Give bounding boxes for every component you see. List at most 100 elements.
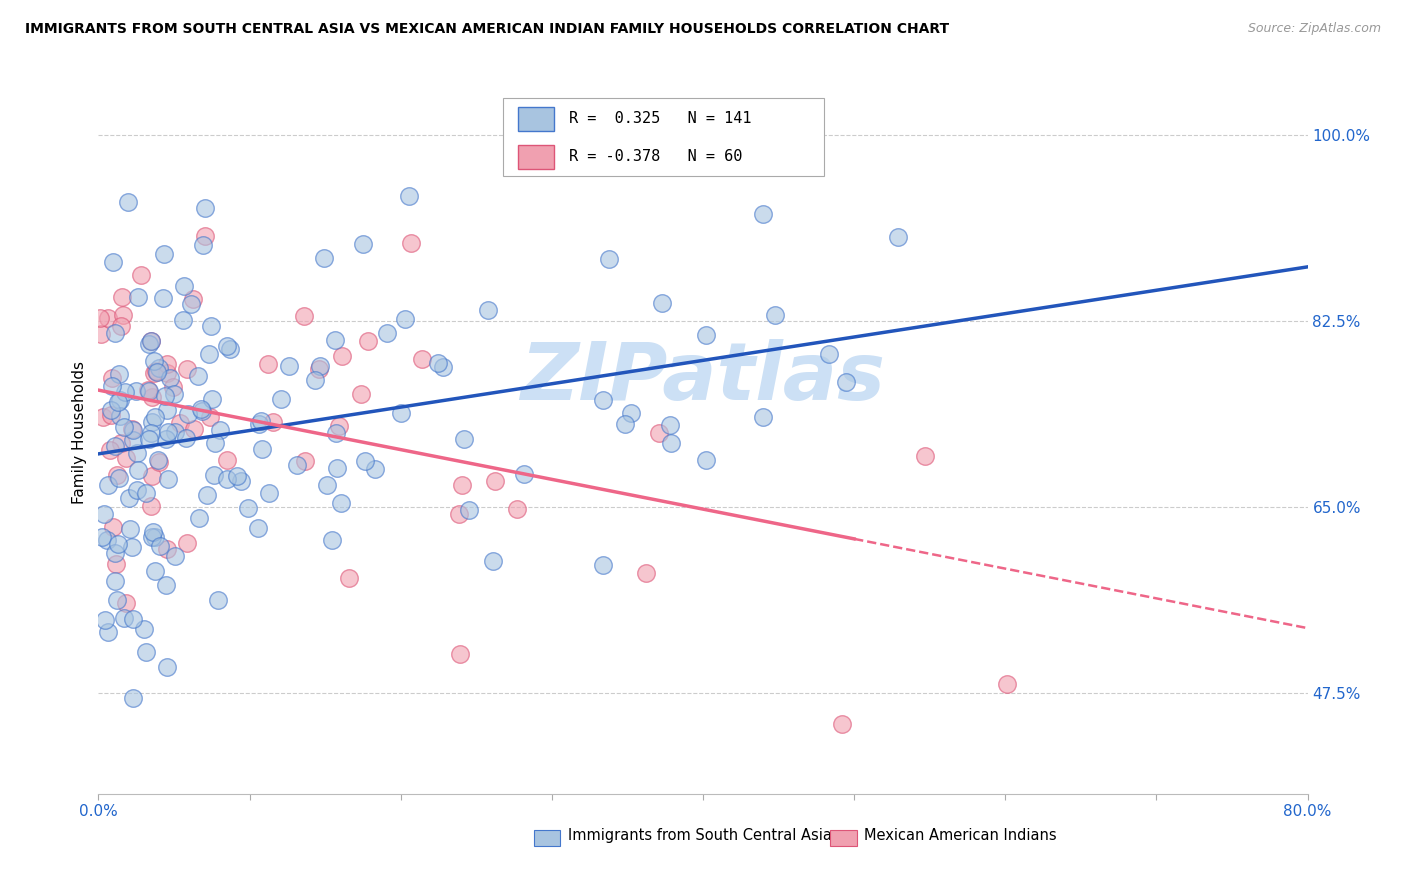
- Point: [236, 500, 259, 515]
- Point: [127, 463, 149, 477]
- Point: [458, 503, 481, 517]
- Point: [193, 238, 215, 252]
- Point: [187, 368, 209, 383]
- Point: [163, 549, 186, 563]
- Point: [101, 519, 124, 533]
- Point: [149, 540, 172, 554]
- Point: [122, 433, 145, 447]
- Text: IMMIGRANTS FROM SOUTH CENTRAL ASIA VS MEXICAN AMERICAN INDIAN FAMILY HOUSEHOLDS : IMMIGRANTS FROM SOUTH CENTRAL ASIA VS ME…: [25, 22, 949, 37]
- Text: R =  0.325   N = 141: R = 0.325 N = 141: [569, 112, 751, 126]
- Point: [995, 677, 1018, 691]
- Point: [104, 326, 127, 341]
- Text: ZIPatlas: ZIPatlas: [520, 340, 886, 417]
- Text: Mexican American Indians: Mexican American Indians: [863, 829, 1056, 843]
- Point: [375, 326, 398, 341]
- Point: [156, 366, 179, 380]
- Point: [169, 417, 191, 431]
- Point: [651, 296, 673, 310]
- Point: [111, 289, 134, 303]
- Point: [194, 228, 217, 243]
- Point: [98, 443, 121, 458]
- Bar: [517, 145, 554, 169]
- Point: [143, 409, 166, 424]
- Point: [215, 472, 238, 486]
- Point: [101, 378, 124, 392]
- Point: [110, 318, 132, 333]
- Point: [326, 461, 349, 475]
- Point: [257, 357, 280, 371]
- Point: [450, 477, 472, 491]
- Point: [114, 596, 136, 610]
- Point: [115, 450, 138, 465]
- Point: [141, 425, 163, 440]
- Point: [323, 333, 346, 347]
- Point: [197, 347, 219, 361]
- Point: [131, 268, 153, 283]
- Point: [294, 454, 316, 468]
- Point: [270, 392, 292, 407]
- Point: [308, 359, 330, 374]
- Point: [143, 564, 166, 578]
- Point: [136, 383, 159, 397]
- Point: [177, 408, 200, 422]
- Point: [204, 435, 226, 450]
- Point: [93, 507, 115, 521]
- Point: [89, 310, 111, 325]
- Point: [831, 716, 853, 731]
- Point: [127, 483, 149, 498]
- Point: [156, 403, 179, 417]
- Point: [141, 334, 163, 348]
- Point: [174, 432, 197, 446]
- Point: [695, 452, 717, 467]
- Point: [121, 423, 143, 437]
- Point: [135, 645, 157, 659]
- Point: [125, 384, 148, 399]
- Point: [107, 537, 129, 551]
- Point: [142, 524, 165, 539]
- Point: [138, 384, 160, 399]
- Point: [194, 201, 217, 215]
- Point: [112, 420, 135, 434]
- Point: [162, 380, 184, 394]
- Point: [304, 374, 326, 388]
- Point: [141, 530, 163, 544]
- Point: [329, 496, 352, 510]
- Point: [818, 346, 841, 360]
- Point: [112, 611, 135, 625]
- Point: [105, 593, 128, 607]
- Point: [152, 292, 174, 306]
- Point: [350, 387, 373, 401]
- Point: [104, 546, 127, 560]
- Point: [648, 426, 671, 441]
- Point: [156, 542, 179, 557]
- Point: [183, 422, 205, 436]
- Point: [835, 375, 858, 389]
- Point: [398, 189, 420, 203]
- Point: [592, 558, 614, 572]
- Point: [190, 401, 212, 416]
- Point: [427, 356, 450, 370]
- Point: [97, 625, 120, 640]
- Point: [292, 309, 315, 323]
- Text: R = -0.378   N = 60: R = -0.378 N = 60: [569, 150, 742, 164]
- Point: [363, 462, 385, 476]
- Point: [200, 318, 222, 333]
- Point: [250, 414, 273, 428]
- Point: [176, 361, 198, 376]
- Point: [330, 349, 353, 363]
- Point: [121, 541, 143, 555]
- Point: [97, 478, 120, 492]
- Point: [257, 486, 280, 500]
- Point: [110, 435, 132, 450]
- Y-axis label: Family Households: Family Households: [72, 361, 87, 504]
- Point: [104, 439, 127, 453]
- Point: [120, 522, 142, 536]
- Point: [200, 410, 222, 425]
- Point: [308, 362, 330, 376]
- Point: [114, 385, 136, 400]
- Point: [659, 418, 682, 433]
- Point: [155, 659, 177, 673]
- Point: [135, 486, 157, 500]
- Point: [598, 252, 620, 267]
- Point: [100, 403, 122, 417]
